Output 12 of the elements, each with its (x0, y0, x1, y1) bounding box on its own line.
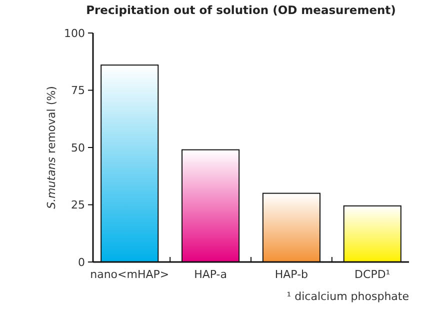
y-tick-label: 25 (71, 198, 85, 212)
y-tick-label: 100 (64, 26, 85, 40)
y-tick-label: 50 (71, 141, 85, 154)
x-tick-label: HAP-a (194, 268, 227, 281)
y-tick-label: 75 (71, 84, 85, 98)
x-tick-label: HAP-b (274, 268, 308, 281)
x-tick-label: nano<mHAP> (90, 268, 170, 281)
chart-title: Precipitation out of solution (OD measurement) (86, 3, 396, 17)
y-axis-title: S.mutans removal (%) (45, 86, 58, 209)
x-tick-label: DCPD¹ (354, 268, 390, 281)
y-tick-label: 0 (78, 256, 85, 269)
text: ¹ dicalcium phosphate (286, 290, 410, 303)
